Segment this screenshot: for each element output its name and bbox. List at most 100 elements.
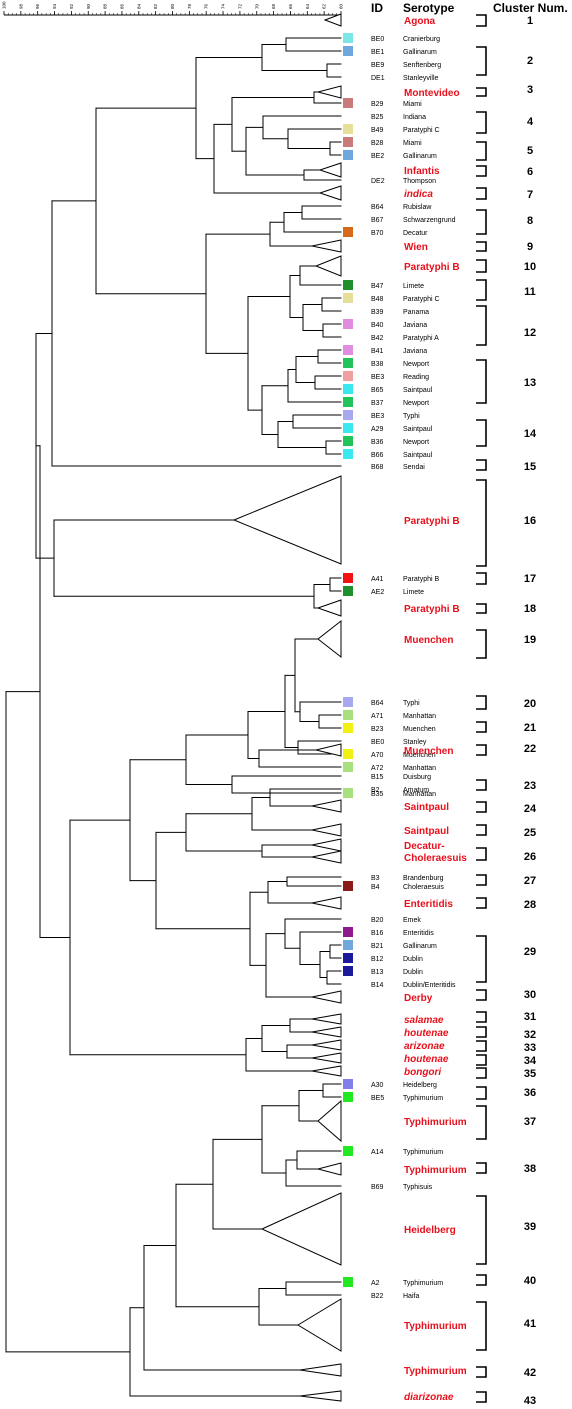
cluster-column-header: Cluster Num. (493, 1, 568, 15)
cluster-bracket (476, 1086, 487, 1100)
serotype-label: Enteritidis (403, 930, 434, 937)
cluster-bracket (476, 1195, 487, 1265)
cluster-bracket (476, 46, 487, 76)
cluster-bracket (476, 1162, 487, 1174)
collapsed-cluster-triangle (315, 743, 342, 757)
collapsed-serotype-label: Paratyphi B (404, 516, 460, 527)
strain-color-swatch (343, 749, 353, 759)
strain-id: B68 (371, 464, 384, 471)
serotype-label: Emek (403, 917, 421, 924)
serotype-label: Manhattan (403, 791, 436, 798)
serotype-label: Haifa (403, 1293, 419, 1300)
serotype-label: Typhimurium (403, 1095, 443, 1102)
serotype-label: Miami (403, 101, 422, 108)
cluster-bracket (476, 241, 487, 252)
cluster-number: 37 (524, 1116, 536, 1128)
cluster-number: 33 (524, 1042, 536, 1054)
strain-id: B4 (371, 884, 380, 891)
cluster-number: 41 (524, 1318, 536, 1330)
serotype-label: Typhimurium (403, 1149, 443, 1156)
collapsed-serotype-label: Wien (404, 242, 428, 253)
cluster-number: 10 (524, 261, 536, 273)
collapsed-serotype-label: Saintpaul (404, 826, 449, 837)
serotype-label: Saintpaul (403, 452, 433, 459)
strain-id: B14 (371, 982, 384, 989)
strain-color-swatch (343, 788, 353, 798)
scale-tick-label: 72 (237, 3, 242, 9)
scale-tick-label: 96 (35, 3, 40, 9)
strain-id: B13 (371, 969, 384, 976)
cluster-bracket (476, 1366, 487, 1378)
strain-color-swatch (343, 319, 353, 329)
strain-id: A72 (371, 765, 384, 772)
dendrogram-tree (5, 13, 342, 1402)
strain-color-swatch (343, 1277, 353, 1287)
serotype-label: Manhattan (403, 765, 436, 772)
strain-id: BE5 (371, 1095, 384, 1102)
scale-tick-label: 100 (2, 1, 7, 9)
serotype-label: Panama (403, 309, 429, 316)
cluster-number: 35 (524, 1068, 536, 1080)
strain-id: A29 (371, 426, 384, 433)
cluster-brackets: 1234567891011121314151617181920212223242… (476, 14, 537, 1407)
strain-id: B67 (371, 217, 384, 224)
cluster-number: 3 (527, 84, 533, 96)
strain-color-swatch (343, 280, 353, 290)
collapsed-serotype-label: Paratyphi B (404, 604, 460, 615)
collapsed-cluster-triangle (232, 475, 342, 565)
serotype-label: Dublin (403, 956, 423, 963)
cluster-number: 15 (524, 461, 536, 473)
serotype-label: Amatum (403, 787, 429, 794)
strain-id: B37 (371, 400, 384, 407)
collapsed-serotype-label: diarizonae (404, 1392, 454, 1403)
strain-color-swatch (343, 150, 353, 160)
scale-tick-label: 76 (204, 3, 209, 9)
strain-color-swatch (343, 697, 353, 707)
serotype-label: Miami (403, 140, 422, 147)
collapsed-serotype-label: Decatur- (404, 841, 445, 852)
strain-id: B36 (371, 439, 384, 446)
strain-color-swatch (343, 586, 353, 596)
id-column-header: ID (371, 1, 383, 15)
cluster-bracket (476, 305, 487, 346)
collapsed-cluster-triangle (311, 239, 342, 253)
cluster-bracket (476, 279, 487, 301)
scale-tick-label: 64 (305, 3, 310, 9)
cluster-number: 2 (527, 55, 533, 67)
cluster-number: 27 (524, 875, 536, 887)
strain-color-swatch (343, 423, 353, 433)
serotype-label: Decatur (403, 230, 428, 237)
collapsed-cluster-triangle (311, 1026, 342, 1038)
strain-color-swatch (343, 881, 353, 891)
strain-id: BE9 (371, 62, 384, 69)
cluster-bracket (476, 935, 487, 983)
cluster-bracket (476, 1391, 487, 1403)
strain-color-swatch (343, 371, 353, 381)
cluster-number: 32 (524, 1029, 536, 1041)
collapsed-cluster-triangle (260, 1192, 342, 1266)
serotype-label: Paratyphi C (403, 296, 440, 303)
cluster-number: 18 (524, 603, 536, 615)
swatch-column (343, 33, 353, 1287)
scale-tick-label: 68 (271, 3, 276, 9)
scale-tick-label: 92 (69, 3, 74, 9)
serotype-label: Stanleyville (403, 75, 439, 82)
strain-id: B49 (371, 127, 384, 134)
strain-id: BE0 (371, 739, 384, 746)
collapsed-serotype-label: Montevideo (404, 88, 460, 99)
collapsed-cluster-triangle (311, 823, 342, 837)
strain-color-swatch (343, 345, 353, 355)
cluster-bracket (476, 14, 487, 27)
strain-id: B3 (371, 875, 380, 882)
strain-color-swatch (343, 1146, 353, 1156)
serotype-label: Manhattan (403, 713, 436, 720)
serotype-label: Typhi (403, 700, 420, 707)
strain-id: B21 (371, 943, 384, 950)
cluster-number: 6 (527, 166, 533, 178)
cluster-number: 16 (524, 515, 536, 527)
cluster-bracket (476, 165, 487, 177)
strain-color-swatch (343, 1079, 353, 1089)
cluster-bracket (476, 459, 487, 471)
cluster-bracket (476, 874, 487, 886)
cluster-number: 14 (524, 428, 537, 440)
